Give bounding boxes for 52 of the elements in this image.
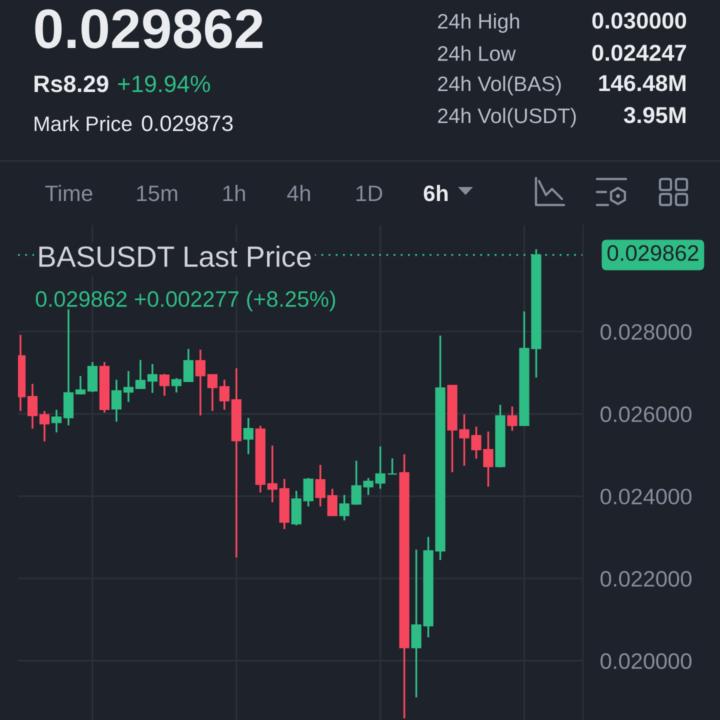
candlestick (339, 494, 350, 522)
candlestick (315, 464, 326, 508)
candlestick (123, 370, 134, 403)
candlestick (183, 348, 194, 383)
text: Mark Price (34, 116, 132, 132)
candlestick (243, 417, 254, 456)
text: 0.029862 (35, 9, 262, 49)
candlestick (219, 378, 230, 411)
text: 4h (287, 184, 310, 201)
candlestick (39, 410, 50, 442)
text: 24h High (438, 13, 520, 33)
candlestick (375, 445, 386, 490)
candlestick (75, 375, 86, 396)
text: 0.024247 (592, 44, 686, 61)
text: 24h Vol(USDT) (438, 108, 576, 128)
text: +19.94% (118, 76, 210, 92)
text: 0.030000 (592, 12, 686, 29)
text: Rs8.29 (34, 76, 108, 92)
text: Time (45, 184, 92, 202)
y-tick-label: 0.024000 (600, 488, 692, 504)
candlestick (303, 477, 314, 508)
candlestick (363, 477, 374, 496)
candlestick (207, 373, 218, 412)
text: 15m (137, 186, 178, 202)
text: 1D (356, 186, 382, 201)
candlestick (351, 460, 362, 506)
text: 146.48M (599, 75, 686, 92)
y-tick-label: 0.026000 (600, 406, 692, 422)
candlestick (171, 377, 182, 394)
candlestick (147, 363, 158, 394)
text: 0.029862 +0.002277 (+8.25%) (36, 290, 336, 312)
text: 24h Low (438, 46, 516, 61)
candlestick (387, 457, 398, 475)
candlestick (195, 348, 206, 416)
text: 6h (424, 184, 448, 202)
candlestick (159, 373, 170, 397)
y-tick-label: 0.028000 (600, 324, 692, 340)
text: 0.029873 (142, 115, 233, 132)
text: 3.95M (624, 107, 686, 124)
y-tick-label: 0.020000 (600, 653, 692, 670)
candlestick (27, 382, 38, 430)
candlestick (135, 359, 146, 390)
y-tick-label: 0.022000 (600, 570, 692, 587)
text: BASUSDT Last Price (39, 246, 311, 267)
candlestick (111, 378, 122, 423)
candlestick (267, 444, 278, 504)
text: 24h Vol(BAS) (438, 76, 561, 96)
candlestick (327, 488, 338, 516)
ref-line-label: 0.029862 (607, 245, 698, 261)
candlestick (51, 408, 62, 434)
candlestick (507, 406, 518, 432)
text: 1h (223, 184, 245, 201)
